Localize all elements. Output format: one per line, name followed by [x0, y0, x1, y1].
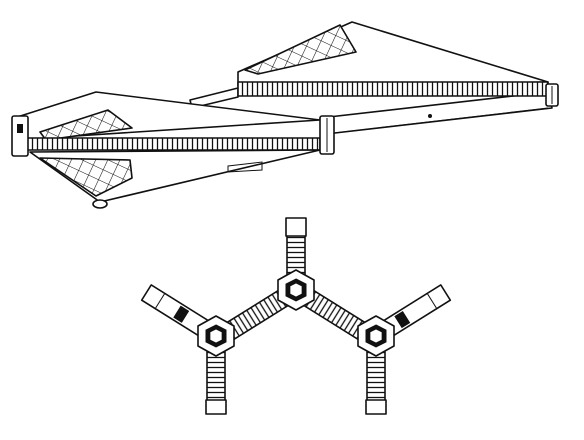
arm-left-down-end — [205, 399, 227, 415]
arm-right-down — [366, 351, 386, 405]
front-bottom-mesh-panel — [39, 157, 133, 197]
plan-view — [140, 217, 452, 415]
hub-left — [197, 315, 235, 357]
front-panel-module — [11, 91, 335, 209]
front-left-end-cap — [11, 115, 29, 157]
arm-right-down-end — [365, 399, 387, 415]
connector-arms — [140, 217, 452, 415]
arm-top-end-plate — [285, 217, 307, 237]
rear-mesh-panel — [244, 24, 357, 75]
rear-front-rail — [237, 81, 549, 97]
hub-right — [357, 315, 395, 357]
hub-center — [277, 269, 315, 311]
perspective-view — [11, 21, 559, 209]
front-foot — [92, 199, 108, 209]
rear-panel-module — [208, 21, 559, 135]
front-rail — [13, 137, 321, 151]
arm-left-down — [206, 351, 226, 405]
